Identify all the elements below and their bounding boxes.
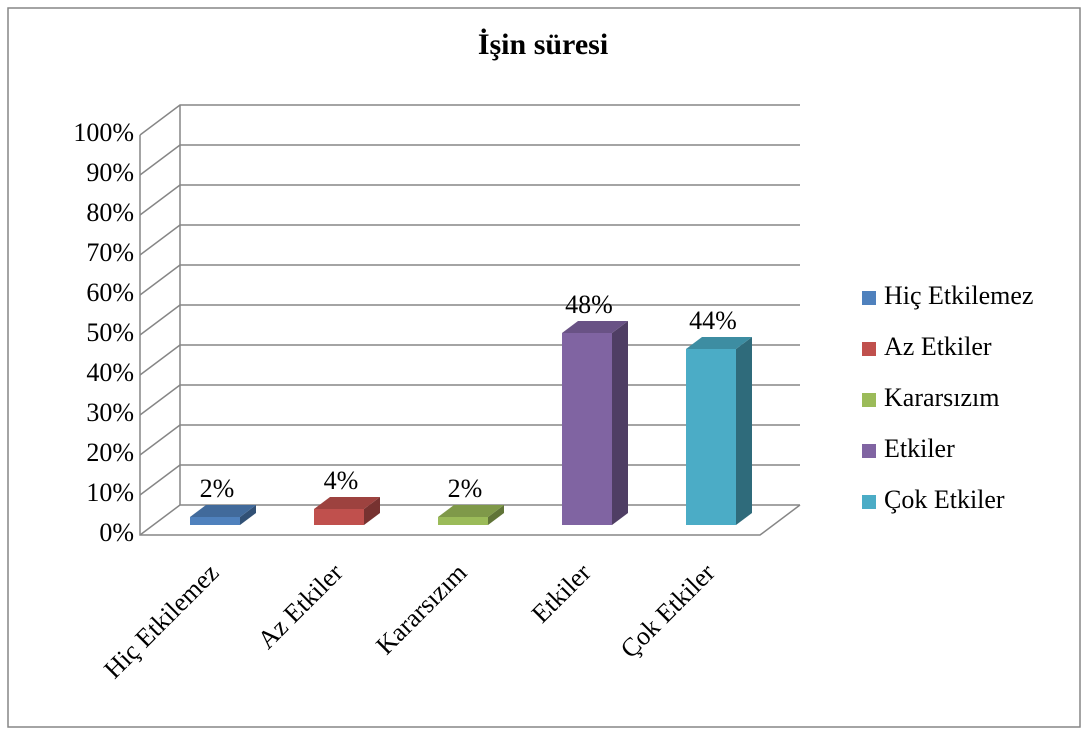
bar (190, 517, 240, 525)
bar (562, 333, 612, 525)
grid-line (139, 184, 800, 216)
legend-swatch (862, 342, 876, 356)
y-tick-label: 100% (73, 118, 134, 147)
legend-swatch (862, 495, 876, 509)
grid-line (139, 144, 800, 176)
y-tick-label: 80% (86, 198, 134, 227)
bar-side (240, 505, 256, 525)
bar-side (488, 505, 504, 525)
y-tick-label: 0% (99, 518, 134, 547)
bar-side (612, 321, 628, 525)
legend-label: Çok Etkiler (884, 485, 1005, 514)
legend-swatch (862, 291, 876, 305)
chart-title: İşin süresi (478, 28, 608, 61)
y-tick-label: 20% (86, 438, 134, 467)
data-label: 4% (324, 466, 359, 495)
legend-label: Kararsızım (884, 383, 1000, 412)
grid-line (139, 224, 800, 256)
bar-top (686, 337, 752, 349)
y-tick-label: 10% (86, 478, 134, 507)
bar-top (190, 505, 256, 517)
legend-swatch (862, 444, 876, 458)
data-label: 48% (565, 290, 613, 319)
data-label: 44% (689, 306, 737, 335)
bar-top (314, 497, 380, 509)
bar (686, 349, 736, 525)
grid-line (139, 304, 800, 336)
y-tick-label: 40% (86, 358, 134, 387)
data-label: 2% (448, 474, 483, 503)
legend-label: Az Etkiler (884, 332, 992, 361)
y-tick-label: 60% (86, 278, 134, 307)
legend-swatch (862, 393, 876, 407)
bar-top (438, 505, 504, 517)
y-tick-label: 90% (86, 158, 134, 187)
grid-line (139, 264, 800, 296)
chart-frame (7, 7, 1081, 728)
data-label: 2% (200, 474, 235, 503)
bar-top (562, 321, 628, 333)
y-tick-label: 70% (86, 238, 134, 267)
legend-label: Etkiler (884, 434, 955, 463)
bar-side (364, 497, 380, 525)
bar (314, 509, 364, 525)
legend-label: Hiç Etkilemez (884, 281, 1033, 310)
bar-side (736, 337, 752, 525)
y-tick-label: 50% (86, 318, 134, 347)
grid-line (139, 104, 800, 136)
y-tick-label: 30% (86, 398, 134, 427)
bar (438, 517, 488, 525)
